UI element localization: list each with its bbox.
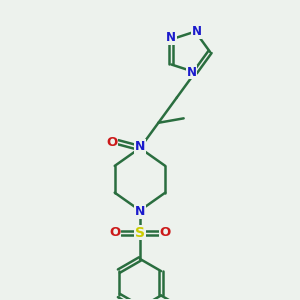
- Text: N: N: [135, 206, 145, 218]
- Text: S: S: [135, 226, 145, 240]
- Text: N: N: [187, 66, 197, 79]
- Text: O: O: [109, 226, 120, 239]
- Text: N: N: [166, 32, 176, 44]
- Text: N: N: [192, 25, 202, 38]
- Text: N: N: [135, 140, 145, 153]
- Text: O: O: [160, 226, 171, 239]
- Text: O: O: [107, 136, 118, 148]
